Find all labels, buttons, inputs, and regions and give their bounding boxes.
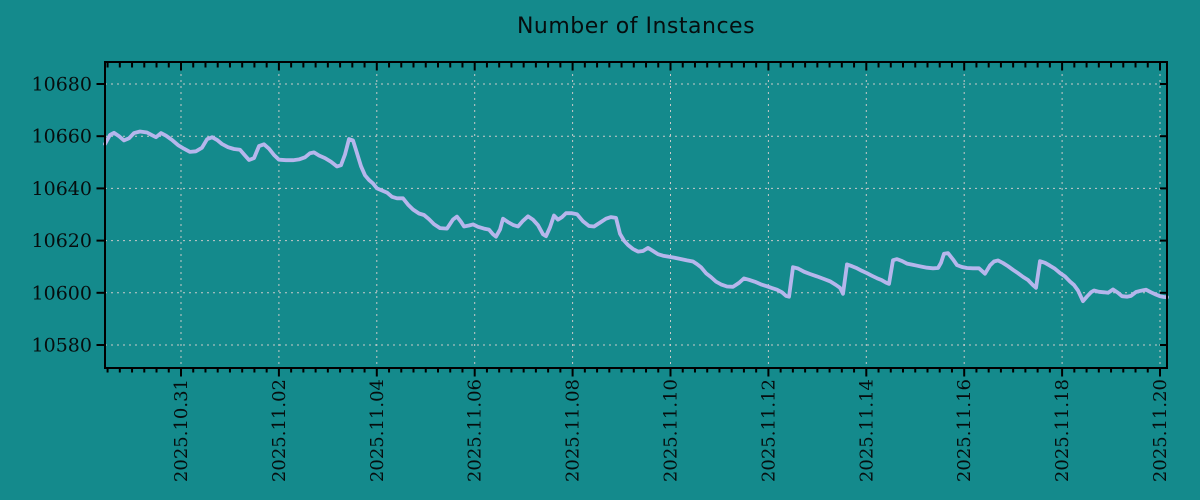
chart-title: Number of Instances [516,14,756,39]
x-tick-label: 2025.11.20 [1150,379,1171,482]
x-tick-label: 2025.11.02 [269,379,290,482]
x-tick-label: 2025.11.04 [367,379,388,482]
plot-border [104,61,1168,369]
y-tick-label: 10660 [32,126,92,148]
x-tick-label: 2025.11.18 [1052,379,1073,482]
x-tick-label: 2025.11.12 [758,379,779,482]
x-tick-label: 2025.10.31 [171,379,192,482]
y-tick-label: 10620 [32,230,92,252]
x-tick-label: 2025.11.16 [954,379,975,482]
x-tick-label: 2025.11.06 [465,379,486,482]
y-tick-label: 10600 [32,282,92,304]
x-tick-label: 2025.11.14 [856,379,877,482]
data-series-line [103,129,1169,304]
y-tick-label: 10580 [32,335,92,357]
y-tick-label: 10680 [32,74,92,96]
y-tick-label: 10640 [32,178,92,200]
x-tick-label: 2025.11.08 [563,379,584,482]
x-tick-label: 2025.11.10 [661,379,682,482]
